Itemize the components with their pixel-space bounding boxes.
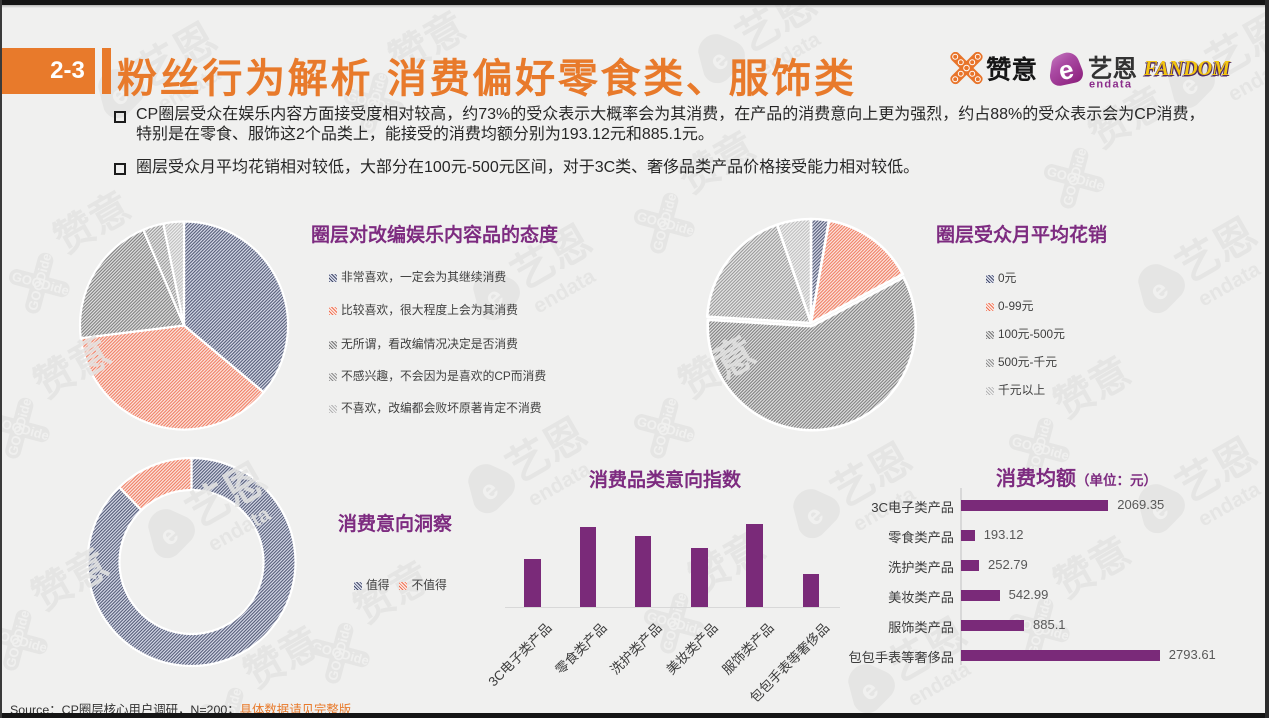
svg-text:艺恩: 艺恩: [1088, 55, 1137, 83]
svg-text:endata: endata: [1089, 79, 1132, 91]
svg-text:e: e: [1055, 54, 1076, 87]
svg-text:赞意: 赞意: [985, 56, 1037, 85]
